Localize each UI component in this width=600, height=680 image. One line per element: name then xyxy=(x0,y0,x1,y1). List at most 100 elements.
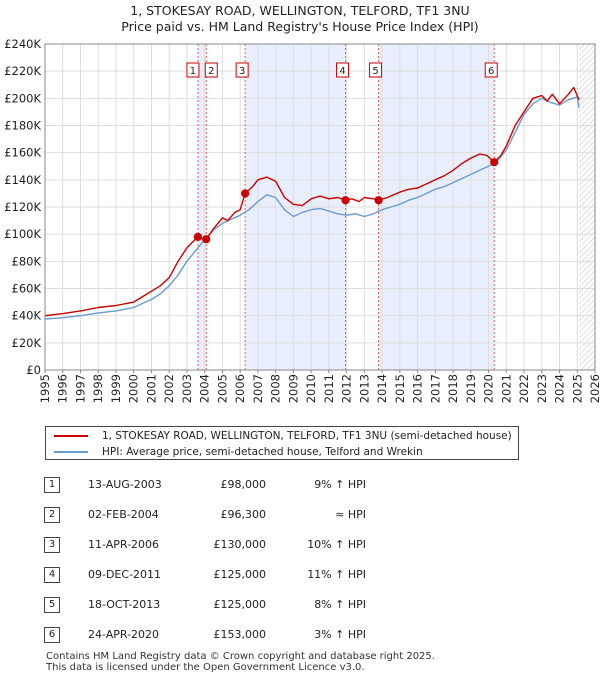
sale-label-box-4 xyxy=(336,62,350,78)
x-tick-label: 2013 xyxy=(357,374,371,403)
sale-marker-4 xyxy=(341,196,350,205)
y-tick-label: £140K xyxy=(4,173,41,187)
y-tick-label: £60K xyxy=(12,282,42,296)
table-row: 4 09-DEC-2011 £125,000 11% ↑ HPI xyxy=(40,566,460,584)
sale-hpi-comparison: 10% ↑ HPI xyxy=(307,538,366,551)
x-tick-label: 2005 xyxy=(215,374,229,403)
sale-date: 02-FEB-2004 xyxy=(88,508,159,521)
x-tick-label: 2023 xyxy=(535,374,549,403)
sale-price: £130,000 xyxy=(213,538,267,551)
plot-frame xyxy=(44,43,596,371)
y-tick-label: £220K xyxy=(4,64,41,78)
x-tick-label: 2017 xyxy=(428,374,442,403)
x-tick-label: 2000 xyxy=(127,374,141,403)
y-tick-label: £120K xyxy=(4,200,41,214)
sale-date: 24-APR-2020 xyxy=(88,628,160,641)
sale-marker-1 xyxy=(193,232,203,241)
sale-hpi-comparison: 11% ↑ HPI xyxy=(307,568,366,581)
sale-number-badge: 5 xyxy=(44,597,60,613)
x-tick-label: 2011 xyxy=(322,374,336,403)
sale-label-3: 3 xyxy=(239,66,245,77)
legend: 1, STOKESAY ROAD, WELLINGTON, TELFORD, T… xyxy=(45,426,519,460)
y-tick-label: £0 xyxy=(26,363,41,377)
x-tick-label: 2010 xyxy=(304,374,318,403)
sale-price: £98,000 xyxy=(220,478,267,491)
x-tick-label: 2021 xyxy=(499,374,513,403)
y-tick-label: £240K xyxy=(4,37,41,51)
sale-hpi-comparison: 9% ↑ HPI xyxy=(314,478,366,491)
legend-item-property: 1, STOKESAY ROAD, WELLINGTON, TELFORD, T… xyxy=(54,428,512,444)
table-row: 3 11-APR-2006 £130,000 10% ↑ HPI xyxy=(40,536,460,554)
x-tick-label: 2004 xyxy=(198,374,212,403)
chart-title-block: 1, STOKESAY ROAD, WELLINGTON, TELFORD, T… xyxy=(0,3,600,35)
sale-label-box-3 xyxy=(235,62,249,78)
sale-label-box-2 xyxy=(204,62,218,78)
x-tick-label: 2015 xyxy=(393,374,407,403)
sale-label-6: 6 xyxy=(488,66,494,77)
x-tick-label: 2003 xyxy=(180,374,194,403)
sale-marker-6 xyxy=(490,158,499,167)
hpi-series-line xyxy=(45,96,580,320)
sale-date: 11-APR-2006 xyxy=(88,538,160,551)
sale-hpi-comparison: ≈ HPI xyxy=(335,508,366,521)
x-tick-label: 2016 xyxy=(411,374,425,403)
x-tick-label: 2012 xyxy=(340,374,354,403)
x-tick-label: 2008 xyxy=(269,374,283,403)
sale-hpi-comparison: 3% ↑ HPI xyxy=(314,628,366,641)
x-tick-label: 2020 xyxy=(482,374,496,403)
sale-label-box-1 xyxy=(186,62,200,78)
x-tick-label: 2006 xyxy=(233,374,247,403)
legend-label-hpi: HPI: Average price, semi-detached house,… xyxy=(102,446,423,458)
x-tick-label: 2002 xyxy=(162,374,176,403)
sale-price: £153,000 xyxy=(213,628,267,641)
sale-date: 18-OCT-2013 xyxy=(88,598,161,611)
x-tick-label: 2014 xyxy=(375,374,389,403)
sale-label-box-5 xyxy=(369,62,383,78)
y-tick-label: £160K xyxy=(4,146,41,160)
price-chart: 1 2 3 4 5 6 £0 £20K £40K £60K £80K £100K £120K £140K… xyxy=(4,37,600,403)
sale-number-badge: 1 xyxy=(44,477,60,493)
x-tick-label: 2022 xyxy=(517,374,531,403)
x-tick-label: 2018 xyxy=(446,374,460,403)
sale-date: 13-AUG-2003 xyxy=(88,478,162,491)
y-tick-label: £40K xyxy=(12,309,42,323)
table-row: 6 24-APR-2020 £153,000 3% ↑ HPI xyxy=(40,626,460,644)
property-series-line xyxy=(45,86,580,317)
sale-label-box-6 xyxy=(484,62,498,78)
chart-subtitle: Price paid vs. HM Land Registry's House … xyxy=(121,19,479,34)
x-tick-label: 1995 xyxy=(38,374,52,403)
sale-label-5: 5 xyxy=(372,66,378,77)
x-tick-label: 2026 xyxy=(588,374,600,403)
sale-price: £125,000 xyxy=(213,568,267,581)
sale-number-badge: 2 xyxy=(44,507,60,523)
sale-date: 09-DEC-2011 xyxy=(88,568,162,581)
x-tick-label: 1997 xyxy=(73,374,87,403)
x-tick-label: 2001 xyxy=(144,374,158,403)
x-tick-label: 2009 xyxy=(286,374,300,403)
sale-label-1: 1 xyxy=(190,66,196,77)
table-row: 1 13-AUG-2003 £98,000 9% ↑ HPI xyxy=(40,476,460,494)
sale-number-badge: 3 xyxy=(44,537,60,553)
footer-copyright: Contains HM Land Registry data © Crown c… xyxy=(46,651,435,662)
sale-price: £96,300 xyxy=(220,508,267,521)
x-tick-label: 1998 xyxy=(91,374,105,403)
sale-label-2: 2 xyxy=(208,66,214,77)
sale-marker-5 xyxy=(374,196,383,205)
x-tick-label: 2019 xyxy=(464,374,478,403)
sale-marker-3 xyxy=(241,189,250,198)
y-tick-label: £80K xyxy=(12,254,42,268)
table-row: 2 02-FEB-2004 £96,300 ≈ HPI xyxy=(40,506,460,524)
sale-number-badge: 4 xyxy=(44,567,60,583)
legend-item-hpi: HPI: Average price, semi-detached house,… xyxy=(54,444,423,460)
table-row: 5 18-OCT-2013 £125,000 8% ↑ HPI xyxy=(40,596,460,614)
sale-hpi-comparison: 8% ↑ HPI xyxy=(314,598,366,611)
x-tick-label: 1996 xyxy=(56,374,70,403)
legend-swatch-property xyxy=(54,435,88,437)
sale-number-badge: 6 xyxy=(44,627,60,643)
sale-price: £125,000 xyxy=(213,598,267,611)
y-tick-label: £100K xyxy=(4,227,41,241)
x-tick-label: 2007 xyxy=(251,374,265,403)
y-tick-label: £200K xyxy=(4,91,41,105)
y-tick-label: £20K xyxy=(12,336,42,350)
footer-licence: This data is licensed under the Open Gov… xyxy=(46,662,365,673)
